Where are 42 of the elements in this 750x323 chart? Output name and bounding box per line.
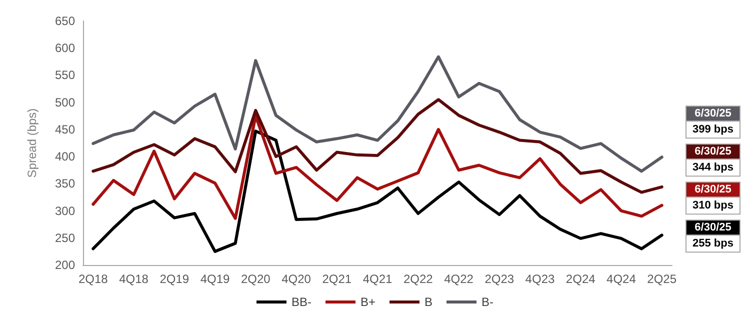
y-tick-label: 600 (54, 41, 76, 56)
y-tick-label: 550 (54, 68, 76, 82)
x-tick-label: 4Q20 (282, 272, 312, 286)
line-series (92, 114, 664, 220)
x-tick-label: 2Q20 (240, 272, 271, 286)
x-tick-label: 2Q23 (484, 272, 514, 286)
y-tick-label: 400 (54, 150, 76, 164)
text: 6/30/25 (694, 108, 732, 120)
text: 344 bps (692, 162, 734, 174)
line-series (92, 98, 664, 194)
text: 310 bps (692, 200, 734, 212)
y-tick-label: 650 (54, 14, 76, 28)
x-tick-label: 2Q19 (160, 272, 190, 286)
text: 6/30/25 (694, 184, 732, 196)
line-series (92, 55, 664, 173)
y-tick-label: 500 (54, 95, 76, 110)
legend-label: BB- (291, 295, 312, 309)
x-tick-label: 2Q24 (566, 272, 596, 286)
x-tick-label: 4Q21 (362, 272, 392, 286)
x-tick-label: 4Q19 (200, 272, 230, 286)
text: 399 bps (692, 124, 734, 136)
text: 255 bps (692, 238, 734, 250)
y-tick-label: 250 (54, 230, 76, 245)
x-tick-label: 4Q22 (444, 272, 474, 286)
legend-label: B- (482, 295, 494, 309)
x-tick-label: 2Q22 (403, 272, 434, 286)
x-tick-label: 4Q18 (119, 272, 149, 286)
x-tick-label: 4Q23 (525, 272, 555, 286)
x-tick-label: 2Q21 (322, 272, 352, 286)
y-tick-label: 450 (54, 122, 76, 136)
x-tick-label: 2Q25 (647, 272, 677, 286)
text: 6/30/25 (694, 146, 732, 158)
x-tick-label: 4Q24 (606, 272, 636, 286)
y-tick-label: 350 (54, 176, 76, 191)
y-tick-label: 300 (54, 204, 76, 218)
x-tick-label: 2Q18 (78, 272, 108, 286)
line-series (92, 130, 664, 253)
y-axis-title: Spread (bps) (25, 108, 39, 178)
text: 6/30/25 (694, 222, 732, 234)
legend-label: B+ (360, 295, 376, 309)
legend-label: B (424, 295, 433, 309)
y-tick-label: 200 (54, 258, 76, 272)
